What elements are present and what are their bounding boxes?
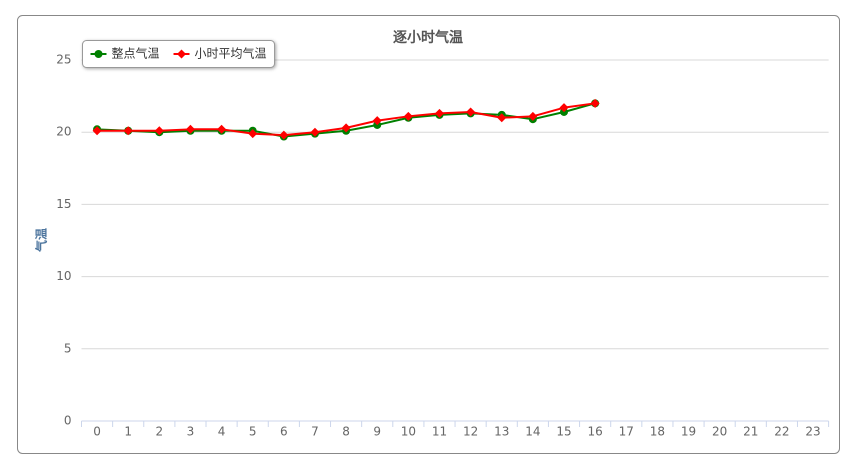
marker xyxy=(92,126,102,136)
chart-frame xyxy=(17,15,840,454)
y-tick-label: 5 xyxy=(64,341,72,355)
x-tick-label: 19 xyxy=(681,425,696,439)
y-tick-label: 25 xyxy=(56,53,71,67)
x-tick-label: 21 xyxy=(743,425,758,439)
legend-marker xyxy=(177,49,187,59)
x-tick-label: 8 xyxy=(342,425,350,439)
x-tick-label: 17 xyxy=(619,425,634,439)
marker xyxy=(497,113,507,123)
x-tick-label: 9 xyxy=(373,425,381,439)
x-tick-label: 20 xyxy=(712,425,727,439)
y-tick-label: 10 xyxy=(56,269,71,283)
y-tick-label: 20 xyxy=(56,125,71,139)
marker xyxy=(310,127,320,137)
marker xyxy=(372,116,382,126)
marker xyxy=(185,124,195,134)
legend-label: 整点气温 xyxy=(112,46,160,61)
x-tick-label: 11 xyxy=(432,425,447,439)
marker xyxy=(123,126,133,136)
marker xyxy=(341,123,351,133)
marker xyxy=(434,108,444,118)
chart-title: 逐小时气温 xyxy=(393,29,463,46)
marker xyxy=(279,130,289,140)
x-tick-label: 23 xyxy=(805,425,820,439)
x-tick-label: 16 xyxy=(587,425,602,439)
marker xyxy=(590,98,600,108)
marker xyxy=(217,124,227,134)
legend-label: 小时平均气温 xyxy=(195,46,267,61)
marker xyxy=(248,129,258,139)
x-tick-label: 6 xyxy=(280,425,288,439)
x-tick-label: 18 xyxy=(650,425,665,439)
x-tick-label: 15 xyxy=(556,425,571,439)
x-tick-label: 3 xyxy=(187,425,195,439)
y-tick-label: 0 xyxy=(64,414,72,428)
x-tick-label: 4 xyxy=(218,425,226,439)
x-tick-label: 2 xyxy=(156,425,164,439)
y-tick-label: 15 xyxy=(56,197,71,211)
x-tick-label: 12 xyxy=(463,425,478,439)
marker xyxy=(559,103,569,113)
x-tick-label: 10 xyxy=(401,425,416,439)
x-tick-label: 7 xyxy=(311,425,319,439)
x-tick-label: 0 xyxy=(93,425,101,439)
marker xyxy=(154,126,164,136)
marker xyxy=(403,111,413,121)
x-tick-label: 1 xyxy=(124,425,132,439)
x-tick-label: 14 xyxy=(525,425,540,439)
marker xyxy=(466,107,476,117)
x-tick-label: 5 xyxy=(249,425,257,439)
legend-marker xyxy=(94,50,103,58)
y-axis-label: 气温 xyxy=(34,228,49,253)
x-tick-label: 22 xyxy=(774,425,789,439)
x-tick-label: 13 xyxy=(494,425,509,439)
marker xyxy=(528,111,538,121)
